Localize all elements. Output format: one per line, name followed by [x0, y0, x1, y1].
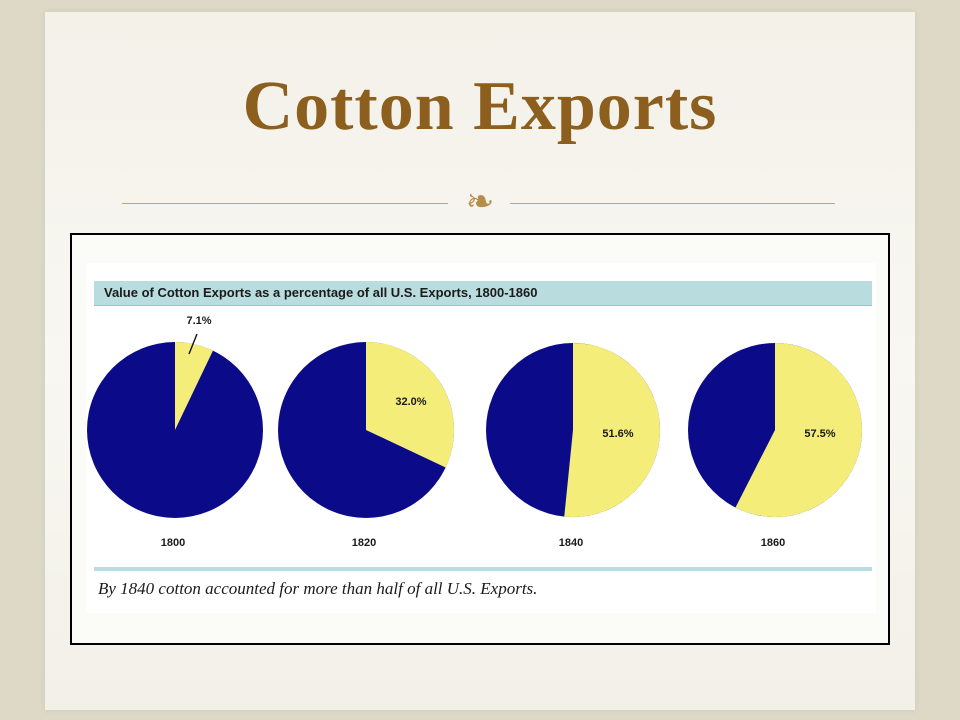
year-label-1840: 1840 [559, 537, 583, 549]
chart-figure: Value of Cotton Exports as a percentage … [70, 233, 890, 645]
year-label-1860: 1860 [761, 537, 785, 549]
value-label-1840: 51.6% [602, 428, 633, 440]
bullet-ornament-icon: ❧ [465, 182, 495, 222]
chart-caption: By 1840 cotton accounted for more than h… [98, 579, 538, 598]
title-divider-left [122, 203, 448, 204]
value-label-1860: 57.5% [804, 428, 835, 440]
pie-slice-cotton-1800 [175, 342, 213, 430]
slide-title: Cotton Exports [242, 68, 718, 145]
pie-slice-cotton-1860 [735, 343, 862, 517]
chart-title: Value of Cotton Exports as a percentage … [104, 285, 538, 300]
value-label-1820: 32.0% [395, 396, 426, 408]
value-label-1800: 7.1% [186, 315, 211, 327]
pie-slice-cotton-1820 [366, 342, 454, 468]
year-label-1800: 1800 [161, 537, 185, 549]
year-label-1820: 1820 [352, 537, 376, 549]
value-label-leader-1800 [188, 333, 198, 355]
chart-panel: Value of Cotton Exports as a percentage … [86, 263, 876, 613]
chart-banner: Value of Cotton Exports as a percentage … [94, 281, 872, 306]
caption-divider [94, 567, 872, 571]
pie-slice-cotton-1840 [564, 343, 660, 517]
pie-charts: 7.1% 1800 32.0% 1820 51.6% 1840 57.5% 1860 [87, 315, 862, 549]
title-divider-right [510, 203, 835, 204]
